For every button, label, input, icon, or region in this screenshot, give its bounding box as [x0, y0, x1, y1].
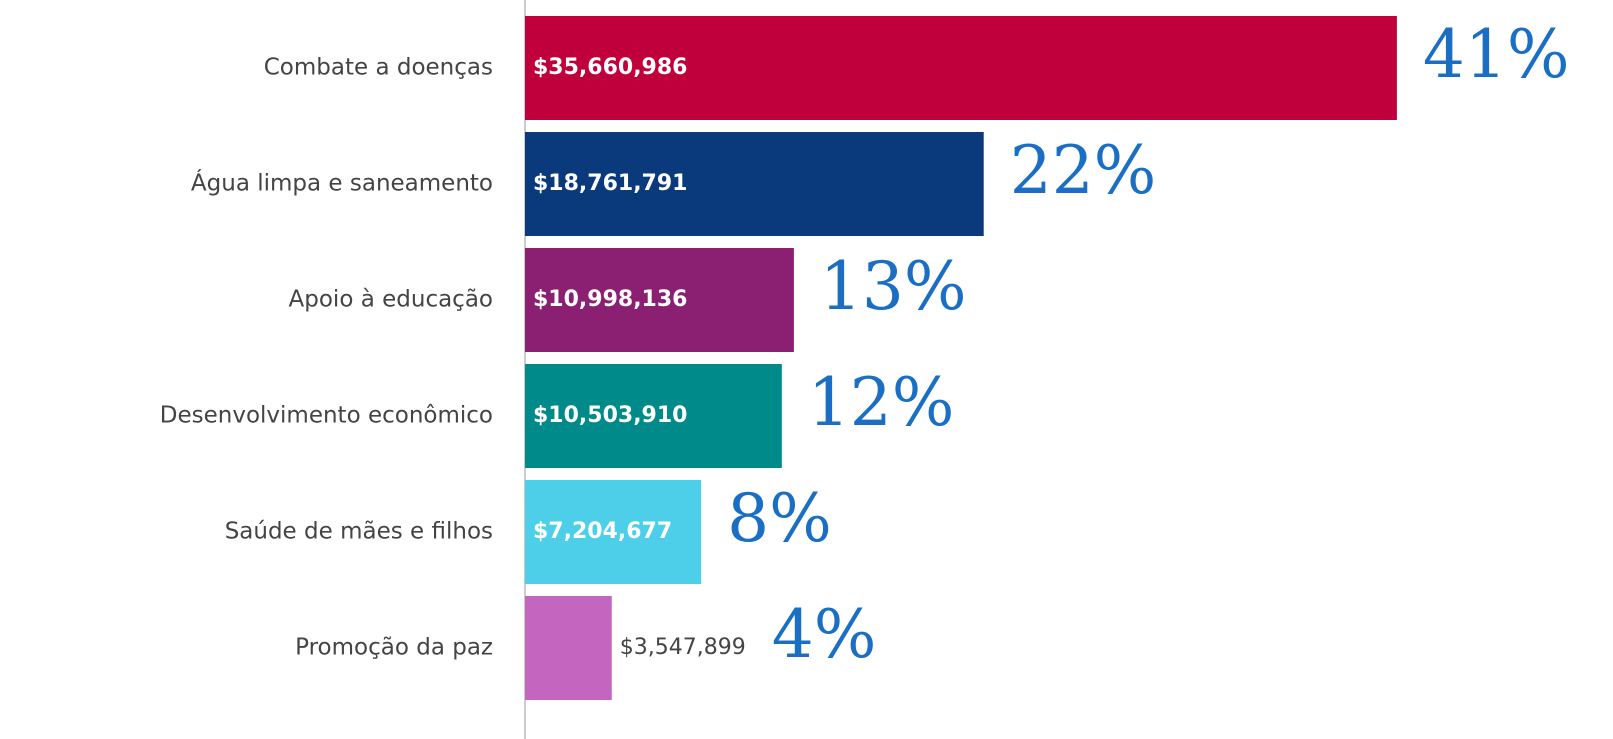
- share-label: 41%: [1423, 16, 1570, 93]
- category-label: Água limpa e saneamento: [191, 169, 493, 197]
- value-label: $10,998,136: [533, 287, 687, 312]
- share-label: 12%: [808, 364, 955, 441]
- value-label: $35,660,986: [533, 55, 687, 80]
- share-label: 22%: [1010, 132, 1157, 209]
- bar: [525, 248, 794, 352]
- category-label: Apoio à educação: [289, 287, 493, 313]
- category-label: Combate a doenças: [264, 55, 493, 81]
- category-label: Desenvolvimento econômico: [160, 403, 493, 429]
- value-label: $7,204,677: [533, 519, 672, 544]
- bar: [525, 480, 702, 584]
- share-label: 4%: [772, 596, 877, 673]
- value-label: $3,547,899: [620, 635, 746, 660]
- value-label: $10,503,910: [533, 403, 687, 428]
- share-label: 8%: [727, 480, 832, 557]
- bar: [525, 596, 612, 700]
- value-label: $18,761,791: [533, 171, 687, 196]
- category-label: Saúde de mães e filhos: [225, 519, 493, 545]
- share-label: 13%: [820, 248, 967, 325]
- bar: [525, 16, 1397, 120]
- category-label: Promoção da paz: [295, 635, 493, 661]
- bar: [525, 364, 782, 468]
- bar: [525, 132, 984, 236]
